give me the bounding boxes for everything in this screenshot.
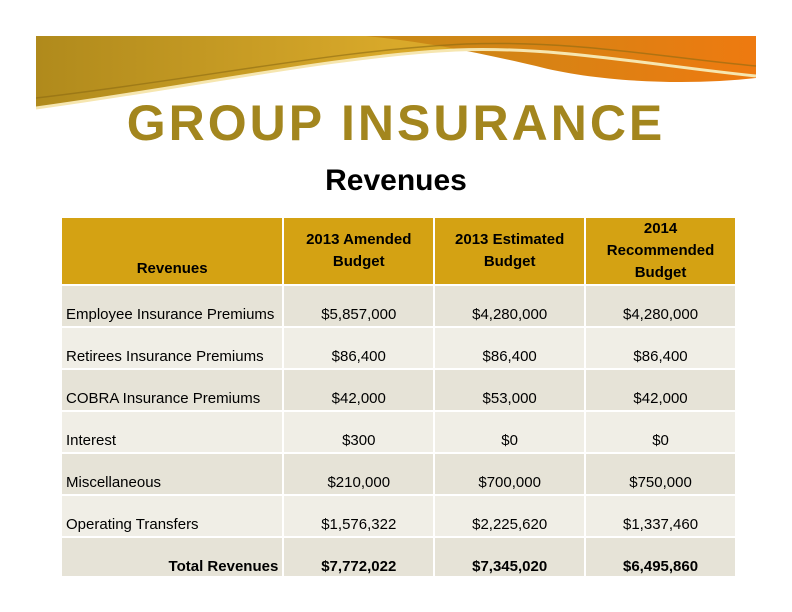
row-label: Miscellaneous [59, 452, 285, 496]
header-2013-estimated-line2: Budget [483, 253, 536, 270]
row-label: Operating Transfers [59, 494, 285, 538]
row-label: Retirees Insurance Premiums [59, 326, 285, 370]
cell-2013-estimated: $700,000 [433, 452, 587, 496]
table-row: COBRA Insurance Premiums $42,000 $53,000… [59, 368, 737, 412]
cell-2013-amended: $1,576,322 [282, 494, 436, 538]
cell-2013-amended: $300 [282, 410, 436, 454]
table-row: Retirees Insurance Premiums $86,400 $86,… [59, 326, 737, 370]
slide-subtitle: Revenues [325, 164, 467, 197]
header-2013-estimated: 2013 Estimated Budget [433, 216, 587, 286]
cell-2014-recommended: $86,400 [584, 326, 737, 370]
table-row: Operating Transfers $1,576,322 $2,225,62… [59, 494, 737, 538]
decorative-banner [36, 36, 756, 110]
cell-2014-recommended: $4,280,000 [584, 284, 737, 328]
header-2013-amended-line2: Budget [332, 253, 385, 270]
row-label: Employee Insurance Premiums [59, 284, 285, 328]
table-row: Interest $300 $0 $0 [59, 410, 737, 454]
total-2013-estimated: $7,345,020 [433, 536, 587, 576]
header-revenues: Revenues [59, 216, 285, 286]
cell-2013-amended: $86,400 [282, 326, 436, 370]
total-row: Total Revenues $7,772,022 $7,345,020 $6,… [59, 536, 737, 576]
header-2013-estimated-line1: 2013 Estimated [455, 231, 565, 248]
cell-2013-amended: $210,000 [282, 452, 436, 496]
cell-2014-recommended: $0 [584, 410, 737, 454]
cell-2013-estimated: $86,400 [433, 326, 587, 370]
cell-2013-estimated: $0 [433, 410, 587, 454]
cell-2014-recommended: $42,000 [584, 368, 737, 412]
table-row: Miscellaneous $210,000 $700,000 $750,000 [59, 452, 737, 496]
slide: GROUP INSURANCE Revenues Revenues 2013 A… [36, 36, 756, 576]
header-2014-recommended-line1: 2014 Recommended [606, 220, 715, 259]
header-2014-recommended-line2: Budget [634, 264, 687, 281]
header-2014-recommended: 2014 Recommended Budget [584, 216, 737, 286]
cell-2013-estimated: $2,225,620 [433, 494, 587, 538]
table-header-row: Revenues 2013 Amended Budget 2013 Estima… [59, 216, 737, 286]
cell-2013-estimated: $53,000 [433, 368, 587, 412]
cell-2014-recommended: $1,337,460 [584, 494, 737, 538]
row-label: Interest [59, 410, 285, 454]
slide-title: GROUP INSURANCE [126, 95, 666, 151]
revenues-table: Revenues 2013 Amended Budget 2013 Estima… [59, 216, 737, 576]
total-2013-amended: $7,772,022 [282, 536, 436, 576]
header-2013-amended-line1: 2013 Amended [306, 231, 412, 248]
table-row: Employee Insurance Premiums $5,857,000 $… [59, 284, 737, 328]
cell-2014-recommended: $750,000 [584, 452, 737, 496]
cell-2013-amended: $5,857,000 [282, 284, 436, 328]
total-2014-recommended: $6,495,860 [584, 536, 737, 576]
total-label: Total Revenues [59, 536, 285, 576]
header-2013-amended: 2013 Amended Budget [282, 216, 436, 286]
row-label: COBRA Insurance Premiums [59, 368, 285, 412]
cell-2013-estimated: $4,280,000 [433, 284, 587, 328]
cell-2013-amended: $42,000 [282, 368, 436, 412]
